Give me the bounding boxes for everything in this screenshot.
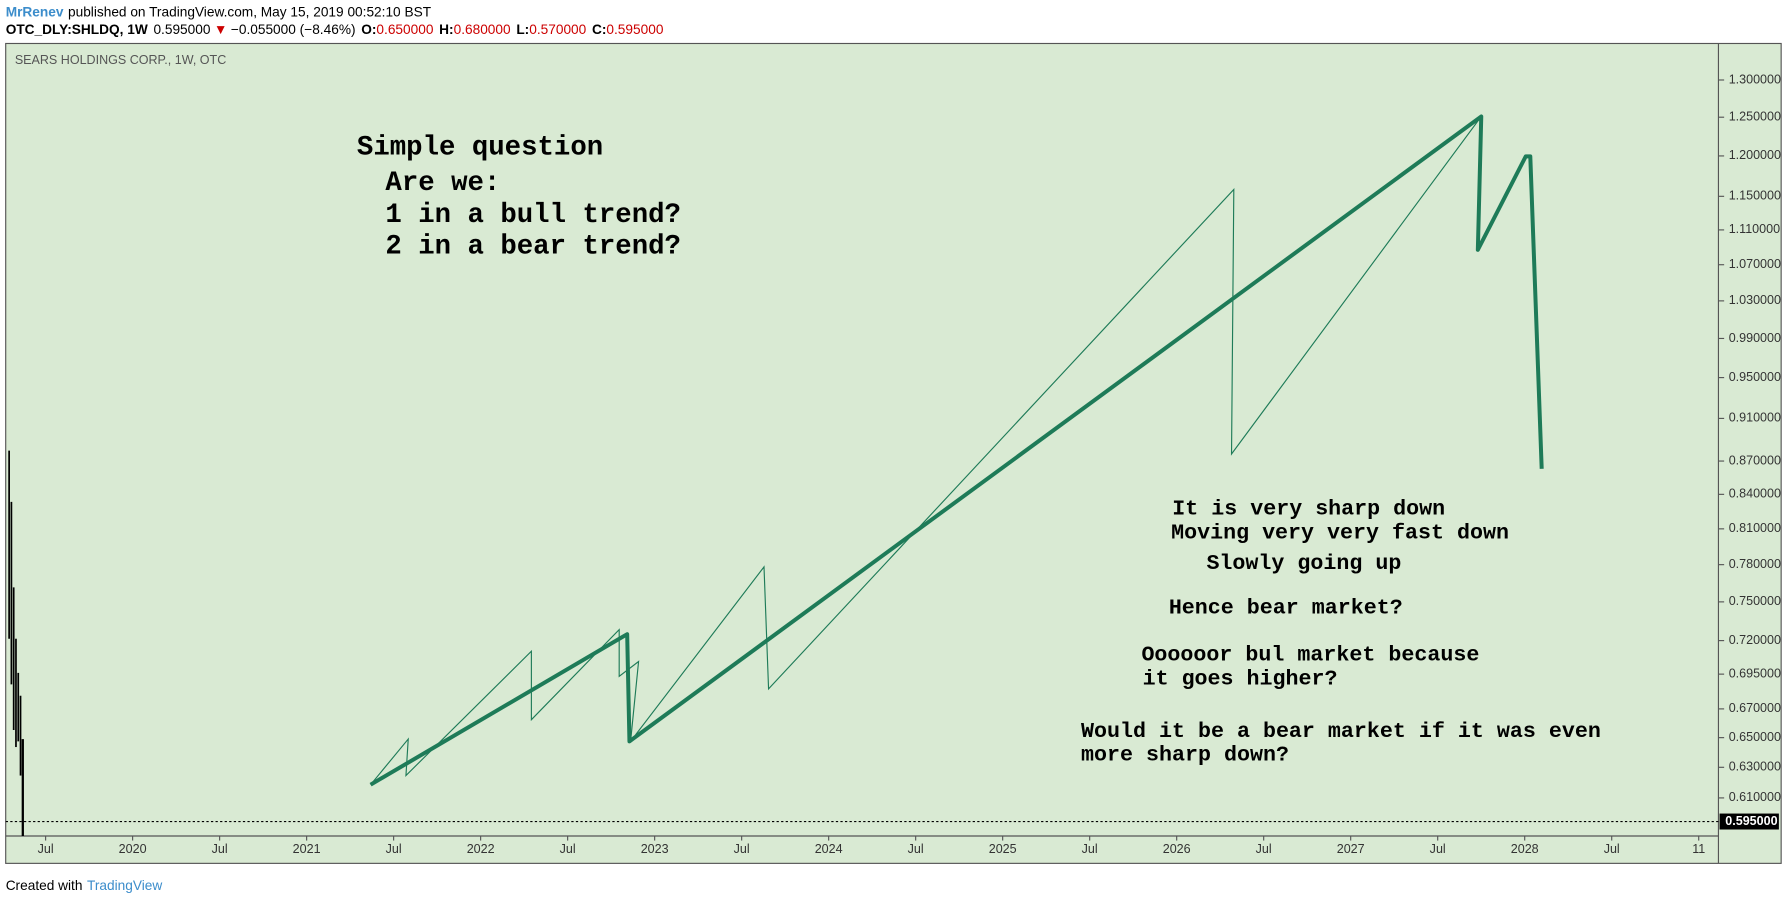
x-tick-label: 2028 — [1511, 842, 1539, 856]
y-tick-label: 0.630000 — [1729, 760, 1781, 774]
annotation: Moving very very fast down — [1171, 520, 1509, 545]
annotation: Hence bear market? — [1169, 596, 1403, 621]
symbol: OTC_DLY:SHLDQ, 1W — [6, 21, 148, 36]
x-tick-label: Jul — [1256, 842, 1272, 856]
ohlc-label: C: — [592, 21, 606, 36]
annotation: Slowly going up — [1206, 551, 1401, 576]
x-tick-label: 2022 — [467, 842, 495, 856]
y-tick-label: 0.910000 — [1729, 411, 1781, 425]
x-tick-label: Jul — [212, 842, 228, 856]
ohlc-label: L: — [516, 21, 529, 36]
footer-created: Created with — [6, 878, 83, 893]
last-price-box — [1719, 813, 1779, 830]
annotation: 2 in a bear trend? — [385, 232, 681, 263]
y-tick-label: 1.070000 — [1729, 257, 1781, 271]
symbol-line: OTC_DLY:SHLDQ, 1W 0.595000 ▼ −0.055000 (−8.… — [6, 21, 664, 36]
x-tick-label: 2021 — [293, 842, 321, 856]
x-tick-label: Jul — [38, 842, 54, 856]
y-tick-label: 0.670000 — [1729, 701, 1781, 715]
y-tick-label: 0.990000 — [1729, 331, 1781, 345]
y-tick-label: 1.300000 — [1729, 72, 1781, 86]
x-tick-label: 2026 — [1163, 842, 1191, 856]
ohlc-label: O: — [361, 21, 376, 36]
annotation: it goes higher? — [1143, 666, 1338, 691]
y-tick-label: 1.110000 — [1729, 222, 1780, 236]
x-tick-label: Jul — [734, 842, 750, 856]
down-arrow: ▼ — [214, 21, 228, 36]
y-tick-label: 0.650000 — [1729, 730, 1781, 744]
x-tick-label: 11 — [1692, 842, 1705, 856]
chart-title: SEARS HOLDINGS CORP., 1W, OTC — [15, 53, 226, 67]
chart-area — [5, 42, 1782, 864]
x-tick-label: Jul — [386, 842, 402, 856]
y-tick-label: 0.720000 — [1729, 633, 1781, 647]
y-tick-label: 0.870000 — [1729, 453, 1781, 467]
y-tick-label: 0.950000 — [1729, 370, 1781, 384]
header-line: MrRenev published on TradingView.com, May… — [6, 4, 432, 19]
annotation: Are we: — [385, 168, 500, 199]
annotation: 1 in a bull trend? — [385, 200, 681, 231]
x-tick-label: Jul — [1082, 842, 1098, 856]
y-tick-label: 0.780000 — [1729, 557, 1781, 571]
ohlc-label: H: — [439, 21, 453, 36]
change: −0.055000 (−8.46%) — [231, 21, 356, 36]
annotation: Would it be a bear market if it was even — [1081, 719, 1601, 744]
annotation: Oooooor bul market because — [1141, 642, 1479, 667]
x-tick-label: Jul — [908, 842, 924, 856]
annotation: more sharp down? — [1081, 743, 1289, 768]
x-tick-label: 2024 — [815, 842, 843, 856]
annotation: It is very sharp down — [1172, 496, 1445, 521]
ohlc-value: 0.650000 — [376, 21, 433, 36]
y-tick-label: 0.695000 — [1729, 666, 1781, 680]
y-tick-label: 0.750000 — [1729, 594, 1781, 608]
ohlc-value: 0.680000 — [454, 21, 511, 36]
x-tick-label: Jul — [1430, 842, 1446, 856]
ohlc-value: 0.570000 — [529, 21, 586, 36]
x-tick-label: Jul — [560, 842, 576, 856]
y-tick-label: 0.810000 — [1729, 521, 1781, 535]
y-tick-label: 1.250000 — [1729, 110, 1781, 124]
author[interactable]: MrRenev — [6, 4, 64, 19]
x-tick-label: 2027 — [1337, 842, 1365, 856]
footer: Created with TradingView — [6, 878, 163, 893]
x-tick-label: Jul — [1604, 842, 1620, 856]
y-tick-label: 1.150000 — [1729, 189, 1781, 203]
y-tick-label: 0.840000 — [1729, 487, 1781, 501]
x-tick-label: 2023 — [641, 842, 669, 856]
y-tick-label: 1.030000 — [1729, 293, 1781, 307]
x-tick-label: 2025 — [989, 842, 1017, 856]
annotation: Simple question — [357, 132, 603, 163]
drawn-line-bold — [369, 114, 1544, 787]
y-tick-label: 1.200000 — [1729, 148, 1781, 162]
footer-brand[interactable]: TradingView — [87, 878, 162, 893]
x-tick-label: 2020 — [119, 842, 147, 856]
ohlc-value: 0.595000 — [606, 21, 663, 36]
last-price-label: 0.595000 — [1725, 814, 1777, 828]
price: 0.595000 — [153, 21, 210, 36]
candles — [8, 450, 24, 836]
y-tick-label: 0.610000 — [1729, 790, 1781, 804]
published: published on TradingView.com, May 15, 20… — [68, 4, 432, 19]
